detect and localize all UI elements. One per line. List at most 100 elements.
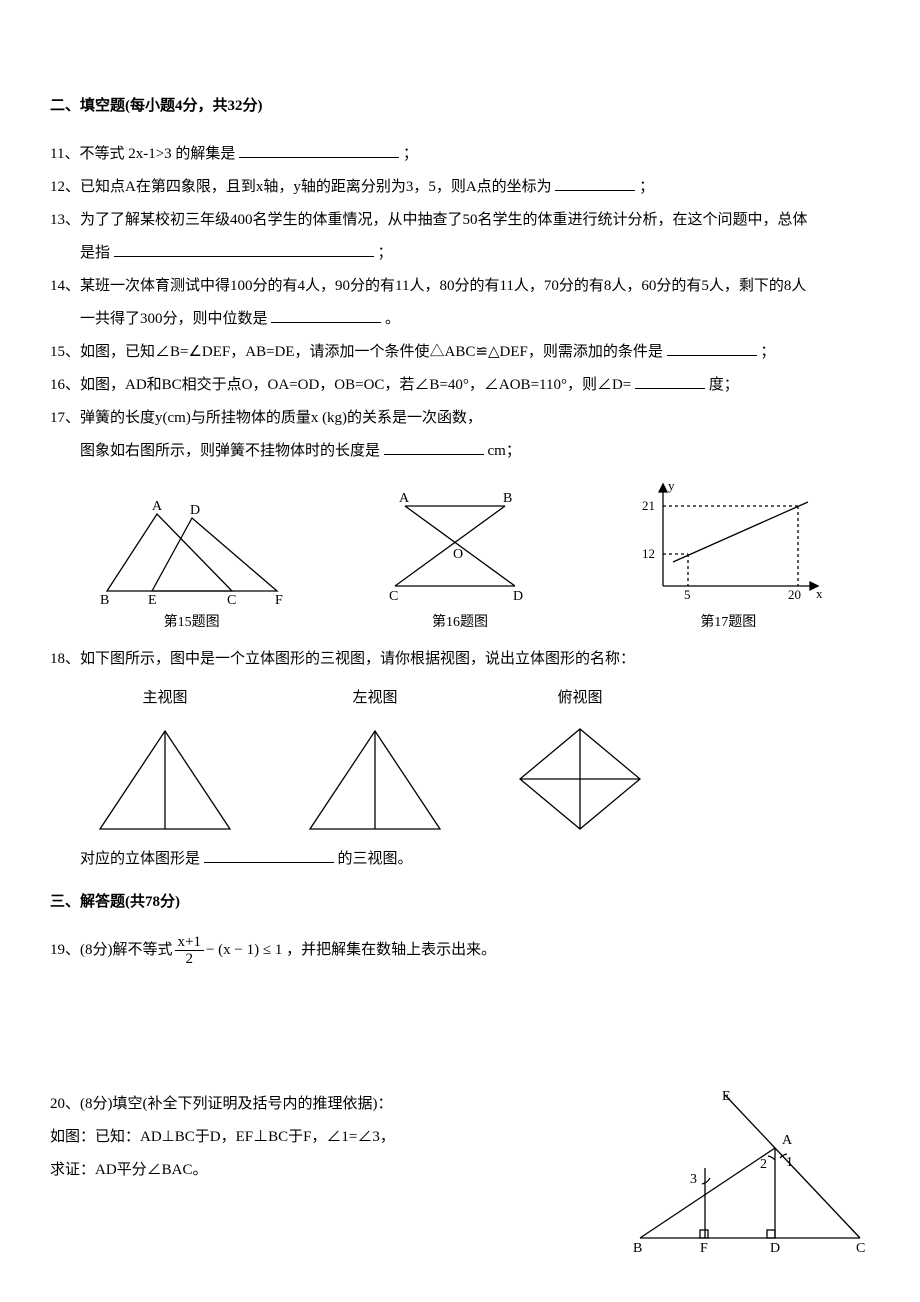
fig20-svg: E A B F D C 1 2 3 xyxy=(630,1088,870,1258)
fig20-label-3: 3 xyxy=(690,1172,697,1187)
view-main-svg xyxy=(90,719,240,839)
view-top: 俯视图 xyxy=(510,682,650,839)
fig16-label-C: C xyxy=(389,589,398,604)
fig17: y x 5 20 12 21 第17题图 xyxy=(628,476,828,639)
section-2-title: 二、填空题(每小题4分，共32分) xyxy=(50,90,870,123)
q16-tail: 度； xyxy=(709,377,739,393)
q13-line2: 是指 ； xyxy=(50,237,870,270)
fig20-label-E: E xyxy=(722,1089,731,1104)
q15-blank xyxy=(667,340,757,356)
fig20-label-B: B xyxy=(633,1241,642,1256)
fig17-svg: y x 5 20 12 21 xyxy=(628,476,828,606)
q15-text: 15、如图，已知∠B=∠DEF，AB=DE，请添加一个条件使△ABC≌△DEF，… xyxy=(50,344,663,360)
fig17-tick-5: 5 xyxy=(684,587,691,602)
q13-tail: ； xyxy=(378,245,393,261)
q17a: 17、弹簧的长度y(cm)与所挂物体的质量x (kg)的关系是一次函数， xyxy=(50,402,870,435)
q17-blank xyxy=(384,439,484,455)
fig17-label-x: x xyxy=(816,586,823,601)
fig16-label-O: O xyxy=(453,547,463,562)
fig20-label-C: C xyxy=(856,1241,865,1256)
fig20-label-2: 2 xyxy=(760,1157,767,1172)
fig15-label-F: F xyxy=(275,593,283,606)
fig16: A B C D O 第16题图 xyxy=(375,486,545,639)
q17-tail: cm； xyxy=(488,443,521,459)
fig15-label-D: D xyxy=(190,503,200,518)
q20: 20、(8分)填空(补全下列证明及括号内的推理依据)： 如图：已知：AD⊥BC于… xyxy=(50,1088,870,1258)
fig20-label-F: F xyxy=(700,1241,708,1256)
q11-tail: ； xyxy=(403,146,418,162)
q18-tail: 的三视图。 xyxy=(338,851,413,867)
fig16-label-B: B xyxy=(503,491,512,506)
fig16-caption: 第16题图 xyxy=(432,608,488,639)
q17b: 图象如右图所示，则弹簧不挂物体时的长度是 cm； xyxy=(50,435,870,468)
q19-pre: 19、(8分)解不等式 xyxy=(50,934,173,967)
q15-tail: ； xyxy=(760,344,775,360)
q19-frac-num: x+1 xyxy=(175,934,204,952)
q14-blank xyxy=(271,307,381,323)
fig20-label-1: 1 xyxy=(786,1155,793,1170)
view-main-label: 主视图 xyxy=(142,682,187,715)
q14-line2: 一共得了300分，则中位数是 。 xyxy=(50,303,870,336)
q17-text-b: 图象如右图所示，则弹簧不挂物体时的长度是 xyxy=(80,443,380,459)
q18b: 对应的立体图形是 的三视图。 xyxy=(50,843,870,876)
q13-blank xyxy=(114,241,374,257)
q19-workspace xyxy=(50,968,870,1088)
q19-frac: x+1 2 xyxy=(175,934,204,968)
q18: 18、如下图所示，图中是一个立体图形的三视图，请你根据视图，说出立体图形的名称： xyxy=(50,643,870,676)
view-left-label: 左视图 xyxy=(352,682,397,715)
q16-text: 16、如图，AD和BC相交于点O，OA=OD，OB=OC，若∠B=40°，∠AO… xyxy=(50,377,631,393)
q12-text: 12、已知点A在第四象限，且到x轴，y轴的距离分别为3，5，则A点的坐标为 xyxy=(50,179,552,195)
fig15-caption: 第15题图 xyxy=(164,608,220,639)
fig15-svg: A D B E C F xyxy=(92,496,292,606)
q16-blank xyxy=(635,373,705,389)
q12-tail: ； xyxy=(639,179,654,195)
q19-mid: − (x − 1) ≤ 1 ，并把解集在数轴上表示出来。 xyxy=(206,934,496,967)
fig17-tick-12: 12 xyxy=(642,546,655,561)
fig15: A D B E C F 第15题图 xyxy=(92,496,292,639)
q19: 19、(8分)解不等式 x+1 2 − (x − 1) ≤ 1 ，并把解集在数轴… xyxy=(50,934,870,968)
q20c: 求证：AD平分∠BAC。 xyxy=(50,1154,610,1187)
fig17-caption: 第17题图 xyxy=(700,608,756,639)
q11-text: 11、不等式 2x-1>3 的解集是 xyxy=(50,146,235,162)
q14-text-b: 一共得了300分，则中位数是 xyxy=(80,311,268,327)
fig17-tick-21: 21 xyxy=(642,498,655,513)
fig16-svg: A B C D O xyxy=(375,486,545,606)
q18-blank xyxy=(204,847,334,863)
q14-text-a: 14、某班一次体育测试中得100分的有4人，90分的有11人，80分的有11人，… xyxy=(50,278,806,294)
q17-text-a: 17、弹簧的长度y(cm)与所挂物体的质量x (kg)的关系是一次函数， xyxy=(50,410,482,426)
fig17-label-y: y xyxy=(668,478,675,493)
q13-text-a: 13、为了了解某校初三年级400名学生的体重情况，从中抽查了50名学生的体重进行… xyxy=(50,212,808,228)
fig15-label-B: B xyxy=(100,593,109,606)
view-top-svg xyxy=(510,719,650,839)
q14: 14、某班一次体育测试中得100分的有4人，90分的有11人，80分的有11人，… xyxy=(50,270,870,303)
view-top-label: 俯视图 xyxy=(557,682,602,715)
view-left-svg xyxy=(300,719,450,839)
q11: 11、不等式 2x-1>3 的解集是 ； xyxy=(50,138,870,171)
section-3-title: 三、解答题(共78分) xyxy=(50,886,870,919)
fig16-label-A: A xyxy=(399,491,410,506)
q13: 13、为了了解某校初三年级400名学生的体重情况，从中抽查了50名学生的体重进行… xyxy=(50,204,870,237)
figures-row-15-17: A D B E C F 第15题图 A B C D O xyxy=(50,476,870,639)
fig15-label-C: C xyxy=(227,593,236,606)
fig20-label-A: A xyxy=(782,1133,793,1148)
fig16-label-D: D xyxy=(513,589,523,604)
q20b: 如图：已知：AD⊥BC于D，EF⊥BC于F，∠1=∠3， xyxy=(50,1121,610,1154)
q12-blank xyxy=(555,175,635,191)
q20a: 20、(8分)填空(补全下列证明及括号内的推理依据)： xyxy=(50,1088,610,1121)
view-left: 左视图 xyxy=(300,682,450,839)
fig15-label-E: E xyxy=(148,593,157,606)
q18b-text: 对应的立体图形是 xyxy=(80,851,200,867)
q19-frac-den: 2 xyxy=(175,951,204,968)
fig15-label-A: A xyxy=(152,499,163,514)
views-row: 主视图 左视图 俯视图 xyxy=(90,682,870,839)
fig17-tick-20: 20 xyxy=(788,587,801,602)
q15: 15、如图，已知∠B=∠DEF，AB=DE，请添加一个条件使△ABC≌△DEF，… xyxy=(50,336,870,369)
view-main: 主视图 xyxy=(90,682,240,839)
fig20-label-D: D xyxy=(770,1241,780,1256)
q11-blank xyxy=(239,142,399,158)
q13-text-b: 是指 xyxy=(80,245,110,261)
q12: 12、已知点A在第四象限，且到x轴，y轴的距离分别为3，5，则A点的坐标为 ； xyxy=(50,171,870,204)
q16: 16、如图，AD和BC相交于点O，OA=OD，OB=OC，若∠B=40°，∠AO… xyxy=(50,369,870,402)
q14-tail: 。 xyxy=(385,311,400,327)
q18-text: 18、如下图所示，图中是一个立体图形的三视图，请你根据视图，说出立体图形的名称： xyxy=(50,651,635,667)
